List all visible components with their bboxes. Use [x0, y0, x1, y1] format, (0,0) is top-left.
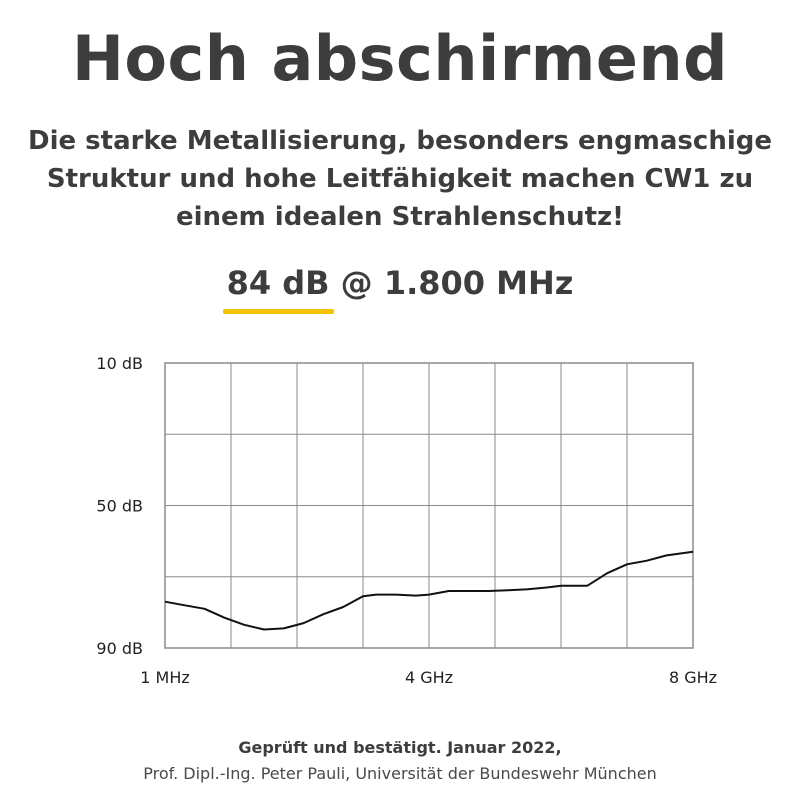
chart-grid — [164, 362, 694, 649]
page-title: Hoch abschirmend — [72, 22, 728, 95]
footer-author: Prof. Dipl.-Ing. Peter Pauli, Universitä… — [143, 764, 657, 783]
y-tick-label: 90 dB — [96, 639, 143, 658]
shielding-chart: 10 dB 50 dB 90 dB 1 MHz 4 GHz 8 GHz — [96, 354, 717, 687]
x-axis-ticks: 1 MHz 4 GHz 8 GHz — [140, 668, 717, 687]
highlight-value: 84 dB @ 1.800 MHz — [0, 264, 800, 314]
x-tick-label: 1 MHz — [140, 668, 190, 687]
y-tick-label: 50 dB — [96, 497, 143, 516]
x-tick-label: 4 GHz — [405, 668, 453, 687]
x-tick-label: 8 GHz — [669, 668, 717, 687]
page-subtitle: Die starke Metallisierung, besonders eng… — [28, 126, 772, 232]
highlight-db-text: 84 dB — [226, 264, 330, 302]
highlight-frequency: @ 1.800 MHz — [329, 264, 574, 302]
footer-verification: Geprüft und bestätigt. Januar 2022, — [238, 738, 562, 757]
highlight-db-value: 84 dB — [222, 264, 334, 314]
y-tick-label: 10 dB — [96, 354, 143, 373]
series-line — [164, 550, 694, 631]
highlight-underline — [222, 309, 334, 314]
y-axis-ticks: 10 dB 50 dB 90 dB — [96, 354, 143, 658]
